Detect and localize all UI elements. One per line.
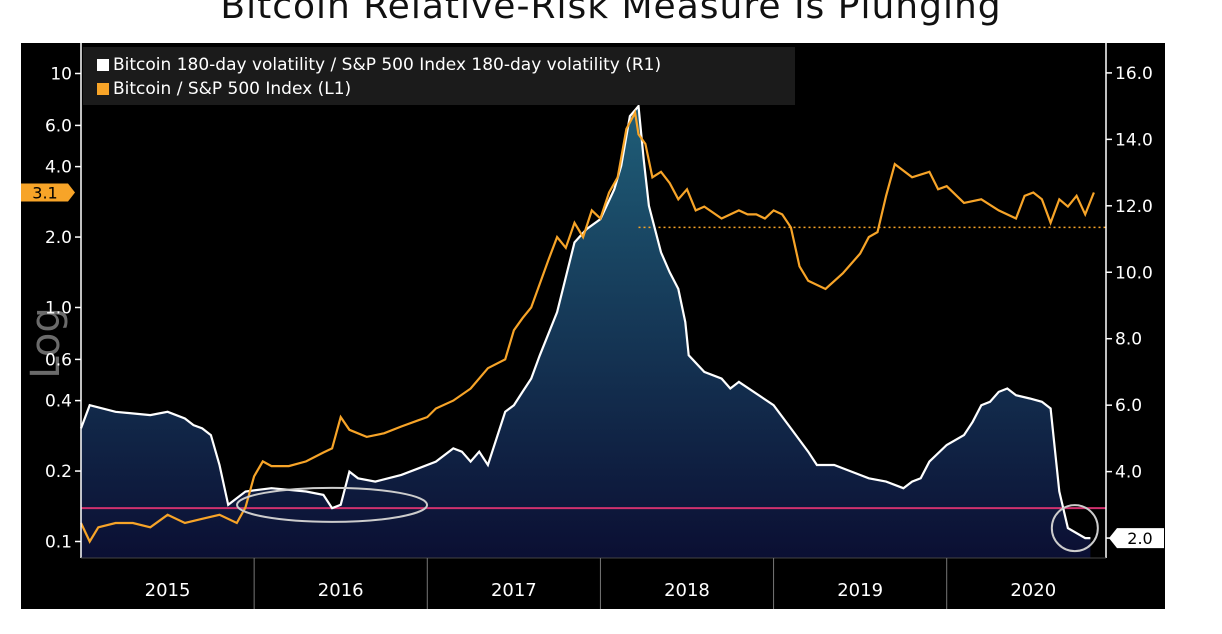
annotation-circle [1050,504,1099,553]
legend-label: Bitcoin 180-day volatility / S&P 500 Ind… [113,55,661,75]
right-tick-label: 4.0 [1115,463,1142,483]
right-last-value-label: 2.0 [1127,529,1152,548]
legend-label: Bitcoin / S&P 500 Index (L1) [113,79,351,99]
left-tick-label: 1.0 [45,298,72,318]
left-tick-label: 0.2 [45,462,72,482]
volatility-area [81,106,1091,558]
right-last-value-tag [1109,528,1164,549]
right-tick-label: 10.0 [1115,263,1153,283]
x-tick-label: 2016 [318,580,364,601]
right-tick-label: 8.0 [1115,330,1142,350]
right-tick-label: 6.0 [1115,396,1142,416]
left-tick-label: 0.6 [45,350,72,370]
left-tick-label: 0.1 [45,532,72,552]
x-tick-label: 2017 [491,580,537,601]
x-tick-label: 2015 [145,580,191,601]
chart-panel: Log 0.1 0.2 0.4 0.6 1.0 2.0 4.0 6.0 10 2.0 4.0 6.0 8.… [21,43,1165,609]
left-tick-label: 4.0 [45,158,72,178]
left-tick-label: 10 [50,64,72,84]
legend-swatch [97,59,109,71]
annotation-oval [236,486,429,523]
x-tick-label: 2019 [837,580,883,601]
right-tick-label: 14.0 [1115,130,1153,150]
left-tick-label: 6.0 [45,116,72,136]
left-tick-label: 0.4 [45,392,72,412]
right-tick-label: 16.0 [1115,64,1153,84]
ratio-line [80,109,1095,544]
left-last-value-label: 3.1 [32,184,57,203]
chart-title: Bitcoin Relative-Risk Measure Is Plungin… [220,0,1002,27]
right-tick-label: 12.0 [1115,197,1153,217]
volatility-line [79,103,1091,540]
left-axis-label: Log [23,307,69,378]
x-tick-label: 2018 [664,580,710,601]
left-tick-label: 2.0 [45,228,72,248]
x-tick-label: 2020 [1010,580,1056,601]
left-last-value-tag [21,183,75,202]
chart-svg: Log 0.1 0.2 0.4 0.6 1.0 2.0 4.0 6.0 10 2.0 4.0 6.0 8.… [21,43,1164,609]
legend-swatch [97,83,109,95]
legend-box [83,47,795,105]
